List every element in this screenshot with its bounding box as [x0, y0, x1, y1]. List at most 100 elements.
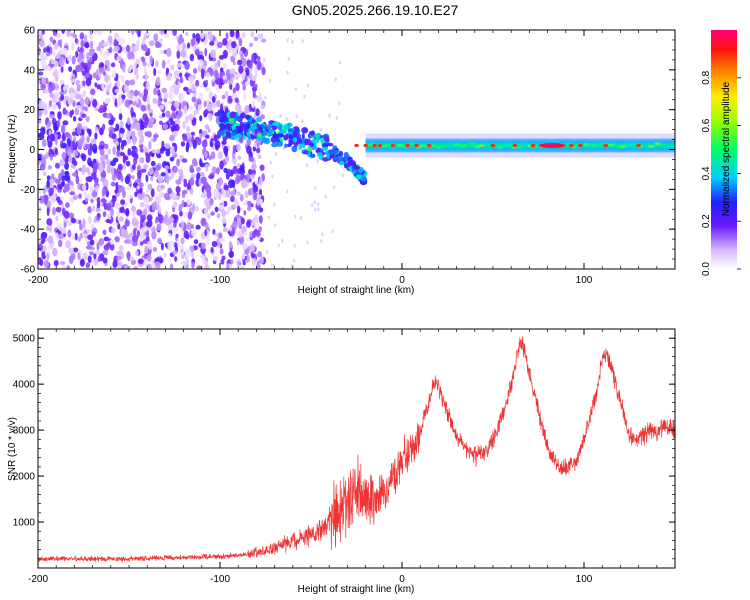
heatmap-noise-blob	[57, 39, 61, 47]
heatmap-noise-blob	[87, 170, 92, 176]
heatmap-noise-blob	[53, 42, 59, 51]
heatmap-noise-blob	[169, 85, 175, 93]
heatmap-trace-blob	[333, 156, 339, 161]
heatmap-noise-blob	[153, 170, 159, 178]
heatmap-noise-blob	[338, 60, 342, 65]
heatmap-noise-blob	[238, 65, 244, 74]
heatmap-noise-blob	[180, 237, 185, 245]
heatmap-noise-blob	[124, 99, 131, 108]
heatmap-noise-blob	[115, 202, 121, 210]
heatmap-noise-blob	[134, 250, 139, 256]
heatmap-noise-blob	[250, 31, 255, 38]
heatmap-noise-blob	[170, 120, 176, 126]
heatmap-noise-blob	[197, 104, 203, 111]
heatmap-noise-blob	[232, 87, 236, 94]
heatmap-noise-blob	[186, 142, 190, 149]
heatmap-trace-blob	[322, 146, 329, 151]
heatmap-noise-blob	[231, 46, 238, 54]
heatmap-noise-blob	[184, 31, 190, 37]
heatmap-noise-blob	[38, 188, 42, 195]
heatmap-noise-blob	[58, 211, 63, 217]
x-tick-label: -200	[28, 275, 48, 286]
heatmap-noise-blob	[155, 77, 161, 86]
heatmap-noise-blob	[89, 30, 93, 35]
heatmap-noise-blob	[110, 160, 117, 167]
y-tick-label: -20	[21, 185, 36, 196]
heatmap-noise-blob	[161, 59, 166, 69]
heatmap-noise-blob	[129, 79, 135, 86]
heatmap-noise-blob	[250, 76, 257, 82]
heatmap-noise-blob	[204, 229, 208, 237]
heatmap-noise-blob	[229, 226, 233, 232]
heatmap-noise-blob	[38, 71, 44, 76]
heatmap-noise-blob	[98, 42, 103, 49]
heatmap-noise-blob	[144, 31, 151, 37]
heatmap-trace-blob	[256, 116, 263, 123]
heatmap-noise-blob	[225, 32, 229, 40]
heatmap-noise-blob	[122, 190, 126, 198]
heatmap-noise-blob	[84, 96, 90, 106]
heatmap-noise-blob	[110, 181, 116, 187]
heatmap-noise-blob	[174, 256, 178, 262]
heatmap-noise-blob	[82, 252, 88, 261]
heatmap-noise-blob	[105, 202, 112, 211]
heatmap-noise-blob	[143, 66, 147, 75]
heatmap-noise-blob	[122, 154, 126, 164]
heatmap-noise-blob	[120, 228, 126, 236]
heatmap-noise-blob	[211, 96, 216, 103]
heatmap-noise-blob	[176, 238, 181, 248]
heatmap-noise-blob	[293, 243, 296, 248]
heatmap-noise-blob	[82, 50, 86, 58]
heatmap-noise-blob	[106, 164, 112, 174]
heatmap-noise-blob	[169, 240, 175, 249]
heatmap-noise-blob	[81, 70, 86, 76]
heatmap-noise-blob	[46, 175, 51, 181]
heatmap-noise-blob	[246, 145, 252, 155]
heatmap-trace-blob	[440, 144, 447, 148]
heatmap-noise-blob	[98, 72, 102, 79]
heatmap-noise-blob	[87, 157, 92, 166]
heatmap-noise-blob	[49, 133, 55, 142]
heatmap-noise-blob	[109, 130, 113, 139]
heatmap-noise-blob	[223, 167, 228, 174]
heatmap-noise-blob	[250, 203, 254, 208]
heatmap-noise-blob	[254, 222, 259, 229]
heatmap-hotspot	[377, 143, 383, 148]
heatmap-noise-blob	[221, 255, 226, 261]
heatmap-noise-blob	[258, 215, 263, 224]
heatmap-noise-blob	[189, 53, 195, 62]
heatmap-noise-blob	[313, 200, 317, 205]
heatmap-trace-blob	[461, 144, 468, 147]
heatmap-noise-blob	[195, 79, 200, 87]
heatmap-noise-blob	[41, 30, 45, 35]
heatmap-noise-blob	[100, 177, 105, 182]
heatmap-noise-blob	[61, 30, 65, 34]
heatmap-trace-blob	[571, 146, 578, 149]
heatmap-noise-blob	[72, 131, 76, 136]
heatmap-noise-blob	[72, 247, 79, 253]
heatmap-trace-blob	[257, 126, 263, 132]
heatmap-noise-blob	[57, 185, 63, 190]
heatmap-noise-blob	[243, 91, 247, 101]
heatmap-noise-blob	[230, 259, 234, 265]
heatmap-noise-blob	[324, 194, 328, 199]
heatmap-noise-blob	[147, 131, 152, 138]
heatmap-noise-blob	[90, 223, 95, 229]
heatmap-noise-blob	[43, 89, 50, 94]
heatmap-noise-blob	[191, 250, 195, 259]
heatmap-noise-blob	[43, 47, 47, 54]
heatmap-noise-blob	[179, 77, 184, 84]
heatmap-noise-blob	[54, 92, 60, 100]
heatmap-noise-blob	[75, 64, 81, 73]
heatmap-trace-blob	[501, 144, 508, 148]
heatmap-noise-blob	[134, 89, 139, 97]
heatmap-trace-blob	[246, 131, 251, 137]
heatmap-noise-blob	[129, 256, 135, 262]
heatmap-noise-blob	[150, 188, 155, 198]
heatmap-noise-blob	[209, 198, 214, 206]
heatmap-noise-blob	[222, 49, 228, 59]
heatmap-noise-blob	[162, 123, 168, 130]
heatmap-noise-blob	[232, 61, 236, 66]
heatmap-noise-blob	[48, 243, 54, 250]
heatmap-noise-blob	[256, 61, 262, 71]
